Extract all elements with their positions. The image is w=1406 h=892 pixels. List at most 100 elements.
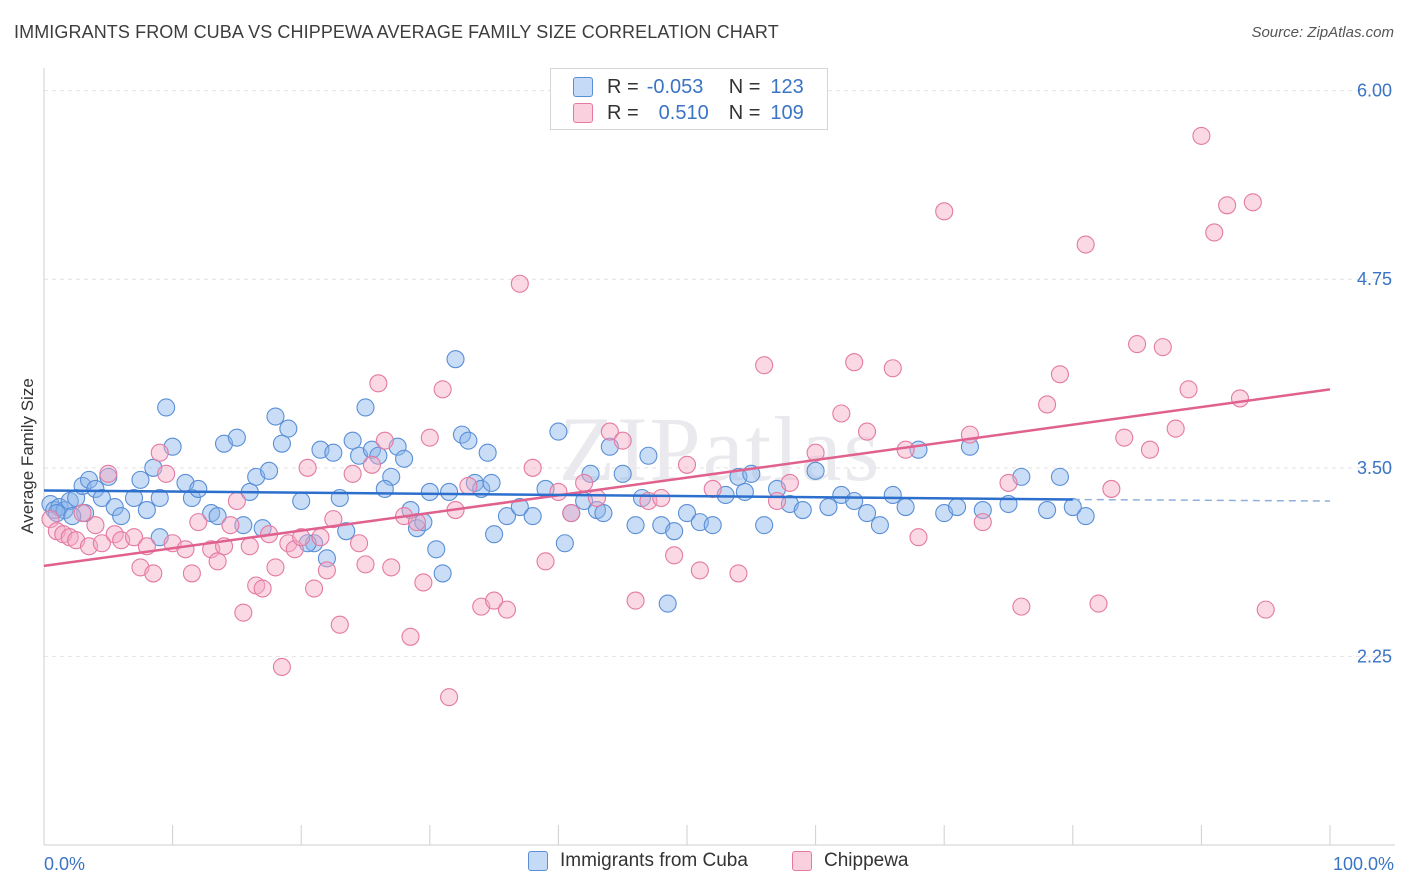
cuba-point bbox=[440, 482, 459, 502]
cuba-point bbox=[86, 479, 105, 498]
chippewa-point bbox=[857, 422, 877, 441]
chippewa-point bbox=[99, 464, 118, 483]
chippewa-point bbox=[208, 552, 227, 571]
chippewa-point bbox=[401, 627, 420, 646]
chippewa-point bbox=[1179, 380, 1198, 399]
chippewa-point bbox=[973, 513, 992, 532]
cuba-point bbox=[613, 464, 632, 483]
chippewa-legend-swatch bbox=[792, 851, 812, 871]
cuba-point bbox=[395, 449, 414, 468]
chippewa-point bbox=[510, 274, 529, 293]
cuba-point bbox=[510, 497, 529, 517]
chippewa-point bbox=[549, 482, 568, 502]
chippewa-point bbox=[324, 510, 343, 529]
chippewa-point bbox=[375, 431, 394, 450]
chippewa-point bbox=[305, 579, 324, 598]
cuba-point bbox=[478, 443, 497, 462]
stats-row-chippewa: R = 0.510 N = 109 bbox=[573, 100, 804, 126]
cuba-point bbox=[92, 488, 111, 508]
y-tick-label: 6.00 bbox=[1357, 81, 1392, 101]
n-label: N = bbox=[728, 101, 761, 124]
chippewa-point bbox=[523, 458, 542, 477]
chippewa-point bbox=[298, 458, 317, 477]
chippewa-point bbox=[677, 455, 697, 474]
cuba-point bbox=[677, 504, 697, 523]
chart-title: IMMIGRANTS FROM CUBA VS CHIPPEWA AVERAGE… bbox=[14, 22, 779, 42]
chippewa-point bbox=[317, 561, 336, 580]
chippewa-point bbox=[150, 443, 169, 462]
cuba-point bbox=[79, 470, 99, 489]
cuba-point bbox=[793, 501, 812, 520]
cuba-point bbox=[131, 470, 150, 489]
chippewa-point bbox=[485, 591, 504, 610]
cuba-point bbox=[896, 497, 915, 517]
cuba-point bbox=[375, 479, 394, 498]
chippewa-point bbox=[665, 546, 684, 565]
chippewa-point bbox=[182, 564, 201, 583]
cuba-point bbox=[1076, 507, 1095, 526]
r-value: 0.510 bbox=[658, 101, 709, 124]
chippewa-point bbox=[755, 356, 774, 375]
chippewa-point bbox=[1192, 126, 1211, 145]
chippewa-point bbox=[433, 380, 452, 399]
chippewa-point bbox=[497, 600, 517, 619]
chippewa-point bbox=[292, 528, 311, 547]
cuba-point bbox=[234, 516, 253, 535]
cuba-point bbox=[227, 428, 246, 447]
cuba-point bbox=[857, 504, 877, 523]
cuba-point bbox=[806, 461, 825, 480]
chippewa-point bbox=[1012, 597, 1031, 616]
chippewa-point bbox=[253, 579, 272, 598]
chippewa-point bbox=[234, 603, 253, 622]
cuba-point bbox=[658, 594, 677, 613]
cuba-point bbox=[105, 497, 124, 517]
cuba-point bbox=[1038, 501, 1057, 520]
chippewa-point bbox=[575, 473, 594, 492]
series-legend: Immigrants from Cuba Chippewa bbox=[0, 850, 1406, 880]
n-value: 109 bbox=[770, 101, 804, 124]
cuba-point bbox=[1050, 467, 1069, 486]
chippewa-point bbox=[157, 464, 176, 483]
chippewa-point bbox=[1076, 235, 1095, 254]
chippewa-point bbox=[382, 558, 401, 577]
cuba-point bbox=[157, 398, 176, 417]
chippewa-point bbox=[767, 491, 787, 511]
cuba-point bbox=[555, 534, 574, 553]
chippewa-point bbox=[909, 528, 928, 547]
cuba-point bbox=[581, 464, 600, 483]
cuba-point bbox=[485, 525, 504, 544]
chippewa-point bbox=[330, 615, 349, 634]
chippewa-point bbox=[362, 455, 381, 474]
cuba-point bbox=[337, 522, 356, 541]
legend-label-chippewa: Chippewa bbox=[824, 850, 909, 871]
cuba-point bbox=[292, 491, 311, 511]
chippewa-point bbox=[73, 504, 92, 523]
stats-row-cuba: R = -0.053 N = 123 bbox=[573, 74, 804, 100]
cuba-point bbox=[482, 473, 501, 492]
chippewa-point bbox=[1115, 428, 1134, 447]
cuba-point bbox=[433, 564, 452, 583]
chippewa-point bbox=[832, 404, 851, 423]
chippewa-point bbox=[266, 558, 285, 577]
r-label: R = bbox=[607, 101, 639, 124]
chippewa-swatch bbox=[573, 103, 593, 123]
chippewa-point bbox=[562, 504, 581, 523]
cuba-point bbox=[665, 522, 684, 541]
n-label: N = bbox=[728, 75, 761, 98]
chippewa-point bbox=[144, 564, 163, 583]
chippewa-point bbox=[935, 202, 954, 221]
legend-item-chippewa[interactable]: Chippewa bbox=[792, 850, 909, 872]
chippewa-point bbox=[613, 431, 632, 450]
cuba-point bbox=[266, 407, 285, 426]
chippewa-point bbox=[311, 528, 330, 547]
cuba-swatch bbox=[573, 77, 593, 97]
cuba-point bbox=[259, 461, 279, 480]
legend-label-cuba: Immigrants from Cuba bbox=[560, 850, 748, 871]
cuba-point bbox=[356, 398, 375, 417]
r-value: -0.053 bbox=[646, 75, 704, 98]
legend-item-cuba[interactable]: Immigrants from Cuba bbox=[528, 850, 748, 872]
chippewa-point bbox=[729, 564, 748, 583]
chippewa-trend-line bbox=[43, 388, 1331, 568]
chippewa-point bbox=[652, 488, 671, 508]
